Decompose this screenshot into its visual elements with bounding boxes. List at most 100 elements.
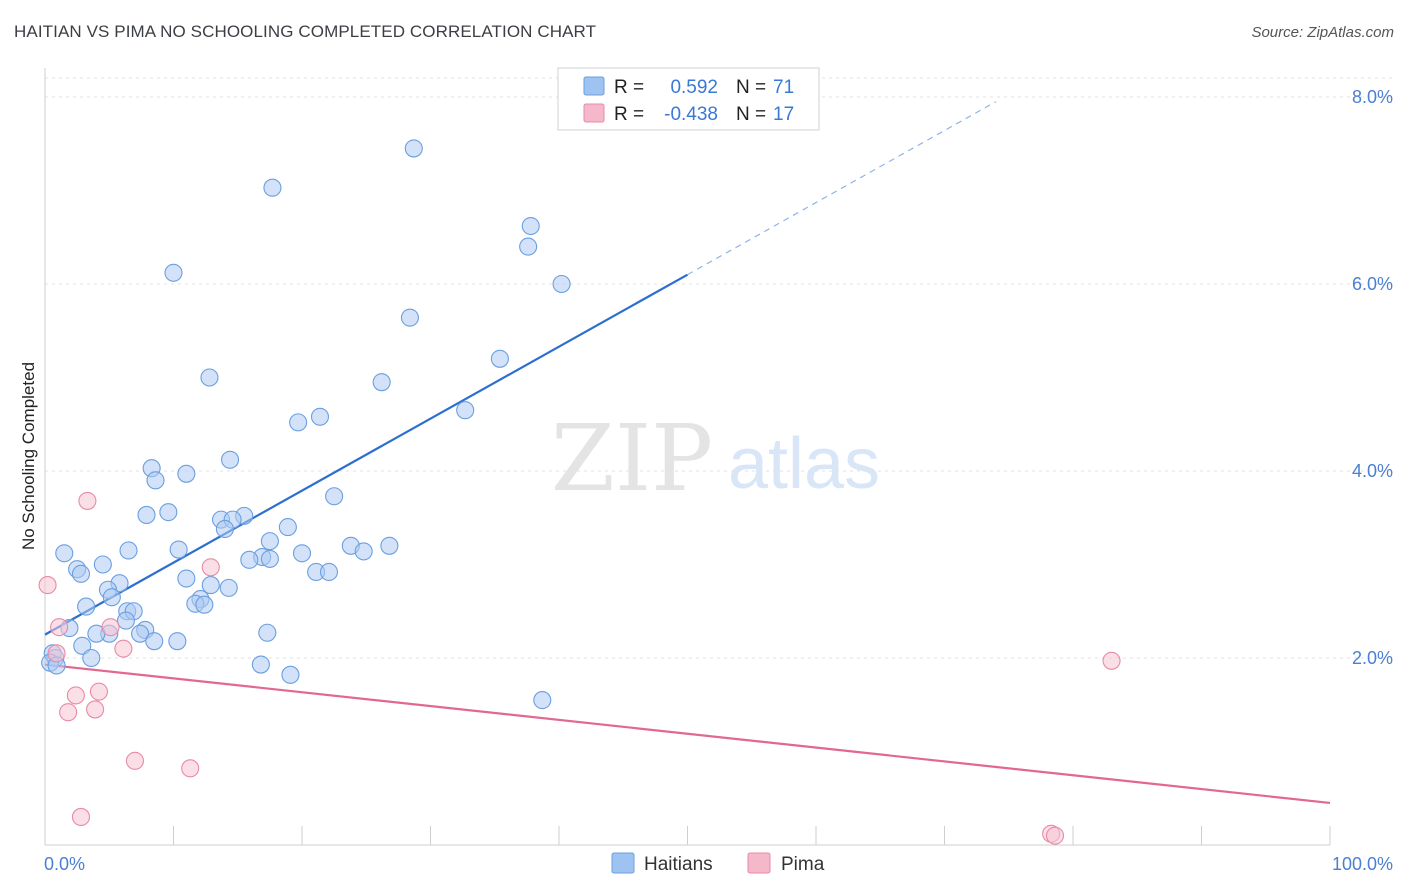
data-point-haitians [131, 624, 150, 643]
data-point-pima [66, 686, 85, 705]
legend-r-value: 0.592 [670, 77, 718, 98]
data-point-haitians [119, 541, 138, 560]
legend-label-pima: Pima [781, 854, 825, 875]
legend-label-haitians: Haitians [644, 854, 713, 875]
data-point-haitians [168, 632, 187, 651]
legend-n-label: N = [736, 77, 766, 98]
data-point-haitians [164, 263, 183, 282]
data-point-haitians [372, 373, 391, 392]
data-point-haitians [82, 648, 101, 668]
data-point-haitians [195, 595, 214, 614]
data-point-haitians [380, 536, 399, 555]
axes [44, 68, 1331, 846]
data-point-haitians [71, 564, 91, 583]
data-point-haitians [400, 308, 419, 327]
legend-swatch-pima [583, 103, 605, 123]
legend-n-value: 17 [773, 104, 794, 125]
legend-swatch-pima [747, 852, 771, 874]
gridlines [45, 77, 1395, 659]
x-tick-label: 100.0% [1332, 854, 1393, 874]
source-credit: Source: ZipAtlas.com [1251, 24, 1394, 41]
data-point-pima [78, 491, 97, 510]
data-point-haitians [292, 544, 312, 563]
data-point-pima [125, 751, 144, 770]
trend-line-haitians-extension [687, 101, 997, 276]
tick-labels: 2.0% 4.0% 6.0% 8.0% 0.0% 100.0% [44, 87, 1393, 874]
data-points [38, 139, 1121, 845]
data-point-haitians [260, 549, 279, 568]
data-point-pima [114, 639, 133, 658]
watermark-zip: ZIP [551, 405, 713, 512]
data-point-haitians [533, 691, 552, 710]
y-tick-label: 8.0% [1352, 87, 1393, 107]
data-point-haitians [116, 611, 136, 630]
data-point-haitians [200, 368, 219, 387]
data-point-haitians [289, 413, 308, 432]
trend-lines [44, 101, 1331, 805]
data-point-pima [47, 644, 66, 663]
data-point-haitians [220, 450, 240, 469]
trend-line-pima [44, 663, 1331, 805]
trend-line-haitians [44, 273, 689, 636]
data-point-pima [38, 576, 57, 595]
data-point-haitians [552, 274, 571, 294]
data-point-pima [201, 558, 220, 577]
data-point-haitians [240, 550, 259, 569]
series-legend: Haitians Pima [611, 852, 825, 875]
y-tick-label: 6.0% [1352, 274, 1393, 294]
legend-swatch-haitians [611, 852, 635, 874]
data-point-pima [59, 703, 78, 722]
data-point-haitians [519, 237, 538, 256]
legend-swatch-haitians [583, 76, 605, 96]
x-tick-label: 0.0% [44, 854, 85, 874]
data-point-haitians [215, 519, 234, 539]
data-point-haitians [146, 471, 165, 490]
data-point-haitians [93, 555, 112, 574]
legend-r-label: R = [614, 104, 644, 125]
data-point-pima [181, 759, 200, 778]
data-point-pima [71, 807, 91, 827]
data-point-haitians [73, 636, 92, 655]
data-point-haitians [281, 665, 300, 684]
data-point-haitians [201, 576, 220, 595]
data-point-haitians [177, 464, 196, 483]
legend-r-value: -0.438 [664, 104, 718, 125]
data-point-haitians [159, 503, 178, 522]
data-point-pima [1102, 651, 1121, 670]
data-point-haitians [251, 655, 270, 674]
data-point-pima [50, 618, 69, 637]
data-point-haitians [404, 139, 423, 158]
data-point-haitians [521, 216, 540, 236]
watermark-atlas: atlas [728, 424, 880, 504]
data-point-haitians [55, 544, 74, 563]
data-point-haitians [77, 597, 96, 616]
y-tick-label: 2.0% [1352, 648, 1393, 668]
legend-n-label: N = [736, 104, 766, 125]
data-point-haitians [177, 569, 196, 588]
data-point-haitians [258, 623, 277, 642]
data-point-pima [1045, 826, 1065, 845]
legend-n-value: 71 [773, 77, 794, 98]
data-point-haitians [278, 518, 297, 537]
data-point-haitians [490, 349, 509, 368]
data-point-haitians [102, 588, 121, 607]
correlation-legend: R = 0.592 N = 71 R = -0.438 N = 17 [557, 67, 820, 131]
data-point-pima [101, 618, 120, 637]
data-point-haitians [319, 562, 339, 582]
data-point-haitians [310, 407, 330, 426]
data-point-haitians [219, 578, 238, 597]
data-point-haitians [137, 505, 156, 524]
data-point-haitians [260, 532, 279, 551]
data-point-pima [89, 682, 109, 701]
y-tick-label: 4.0% [1352, 461, 1393, 481]
legend-r-label: R = [614, 77, 644, 98]
data-point-pima [86, 700, 105, 719]
data-point-haitians [354, 542, 373, 561]
data-point-haitians [325, 487, 344, 506]
data-point-haitians [145, 632, 164, 651]
data-point-haitians [456, 401, 475, 420]
chart-title: HAITIAN VS PIMA NO SCHOOLING COMPLETED C… [14, 22, 597, 41]
y-axis-label: No Schooling Completed [19, 362, 38, 550]
data-point-haitians [263, 178, 282, 197]
